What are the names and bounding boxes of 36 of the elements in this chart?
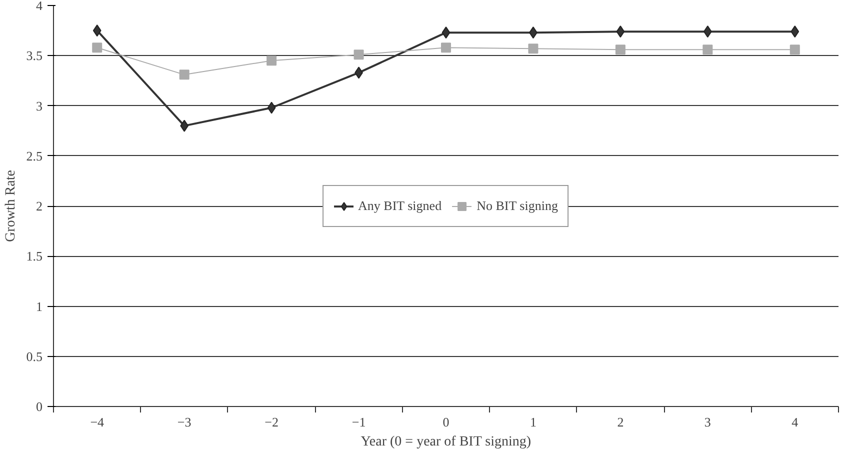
y-tick-label: 0	[36, 399, 42, 414]
y-tick-label: 2	[36, 198, 42, 214]
legend-label: No BIT signing	[476, 198, 558, 214]
point	[528, 44, 538, 54]
x-tick-label: 3	[704, 414, 711, 430]
point	[266, 56, 277, 66]
point	[790, 26, 800, 38]
x-tick-label: −3	[177, 414, 192, 430]
x-tick-label: −4	[90, 414, 105, 430]
point	[702, 44, 713, 55]
y-tick-label: 2.5	[26, 148, 42, 164]
point	[616, 26, 625, 38]
y-tick-label: 4	[36, 0, 43, 13]
x-tick-label: 1	[530, 414, 536, 430]
y-axis-title: Growth Rate	[3, 170, 18, 242]
x-tick-label: −2	[264, 414, 278, 430]
point	[267, 102, 276, 114]
x-tick-label: 0	[442, 414, 450, 430]
point	[92, 24, 102, 37]
x-tick-label: −1	[352, 414, 366, 430]
point	[790, 44, 800, 55]
y-tick-label: 1.5	[26, 248, 42, 264]
y-tick-label: 3	[36, 98, 42, 114]
x-tick-label: 2	[617, 414, 624, 430]
x-tick-label: 4	[792, 414, 799, 430]
y-tick-label: 0.5	[26, 348, 42, 364]
point	[92, 42, 102, 53]
point	[615, 44, 626, 55]
y-tick-label: 3.5	[26, 48, 42, 64]
legend-label: Any BIT signed	[358, 198, 442, 214]
x-axis-title: Year (0 = year of BIT signing)	[360, 434, 532, 450]
y-tick-label: 1	[36, 298, 42, 314]
point	[179, 70, 190, 80]
point	[354, 50, 364, 60]
point	[441, 42, 451, 53]
point	[442, 26, 450, 39]
